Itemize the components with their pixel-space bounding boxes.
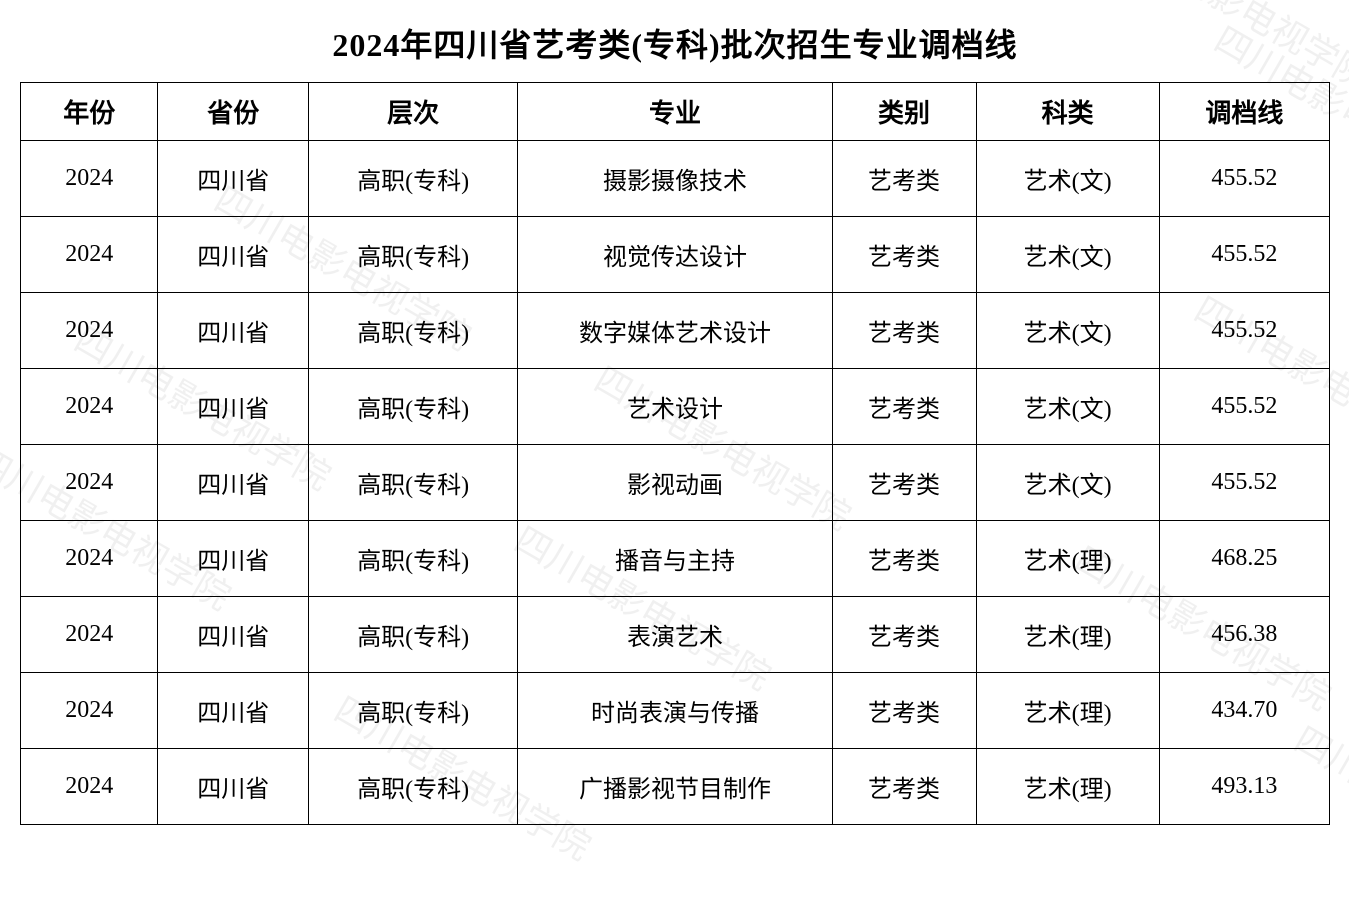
table-cell: 四川省 [158,673,309,749]
table-cell: 高职(专科) [308,673,517,749]
table-cell: 艺术(文) [976,141,1159,217]
table-cell: 广播影视节目制作 [518,749,832,825]
table-cell: 表演艺术 [518,597,832,673]
admission-table: 年份省份层次专业类别科类调档线 2024四川省高职(专科)摄影摄像技术艺考类艺术… [20,82,1330,825]
table-header-cell: 专业 [518,83,832,141]
table-cell: 艺术(理) [976,749,1159,825]
table-cell: 2024 [21,749,158,825]
table-header-cell: 年份 [21,83,158,141]
table-cell: 艺考类 [832,141,976,217]
table-cell: 艺术(文) [976,293,1159,369]
table-cell: 艺考类 [832,369,976,445]
table-row: 2024四川省高职(专科)表演艺术艺考类艺术(理)456.38 [21,597,1330,673]
table-cell: 高职(专科) [308,141,517,217]
table-cell: 四川省 [158,521,309,597]
table-cell: 摄影摄像技术 [518,141,832,217]
table-cell: 艺术(理) [976,521,1159,597]
table-cell: 艺考类 [832,749,976,825]
table-cell: 艺考类 [832,597,976,673]
table-cell: 高职(专科) [308,597,517,673]
table-cell: 434.70 [1159,673,1329,749]
table-cell: 四川省 [158,293,309,369]
table-cell: 高职(专科) [308,749,517,825]
page-title: 2024年四川省艺考类(专科)批次招生专业调档线 [20,20,1330,66]
table-cell: 艺术(文) [976,445,1159,521]
table-cell: 455.52 [1159,217,1329,293]
table-cell: 艺术设计 [518,369,832,445]
table-row: 2024四川省高职(专科)摄影摄像技术艺考类艺术(文)455.52 [21,141,1330,217]
table-header-cell: 省份 [158,83,309,141]
table-cell: 艺考类 [832,445,976,521]
table-header-cell: 调档线 [1159,83,1329,141]
table-cell: 四川省 [158,445,309,521]
table-cell: 艺考类 [832,521,976,597]
table-cell: 艺术(理) [976,597,1159,673]
table-cell: 艺术(理) [976,673,1159,749]
table-cell: 2024 [21,521,158,597]
table-cell: 艺考类 [832,217,976,293]
table-cell: 艺术(文) [976,369,1159,445]
table-cell: 影视动画 [518,445,832,521]
table-row: 2024四川省高职(专科)时尚表演与传播艺考类艺术(理)434.70 [21,673,1330,749]
table-row: 2024四川省高职(专科)数字媒体艺术设计艺考类艺术(文)455.52 [21,293,1330,369]
table-cell: 艺考类 [832,293,976,369]
table-cell: 2024 [21,445,158,521]
table-row: 2024四川省高职(专科)影视动画艺考类艺术(文)455.52 [21,445,1330,521]
table-cell: 四川省 [158,141,309,217]
table-cell: 2024 [21,673,158,749]
table-row: 2024四川省高职(专科)视觉传达设计艺考类艺术(文)455.52 [21,217,1330,293]
table-cell: 2024 [21,369,158,445]
table-cell: 2024 [21,293,158,369]
table-cell: 455.52 [1159,445,1329,521]
table-header-cell: 层次 [308,83,517,141]
table-cell: 高职(专科) [308,293,517,369]
table-cell: 高职(专科) [308,369,517,445]
table-row: 2024四川省高职(专科)广播影视节目制作艺考类艺术(理)493.13 [21,749,1330,825]
table-cell: 视觉传达设计 [518,217,832,293]
table-cell: 2024 [21,217,158,293]
table-cell: 493.13 [1159,749,1329,825]
table-cell: 四川省 [158,749,309,825]
table-cell: 2024 [21,141,158,217]
table-row: 2024四川省高职(专科)播音与主持艺考类艺术(理)468.25 [21,521,1330,597]
table-cell: 455.52 [1159,369,1329,445]
table-cell: 播音与主持 [518,521,832,597]
table-header-row: 年份省份层次专业类别科类调档线 [21,83,1330,141]
table-cell: 高职(专科) [308,217,517,293]
table-cell: 四川省 [158,217,309,293]
table-cell: 时尚表演与传播 [518,673,832,749]
table-cell: 高职(专科) [308,521,517,597]
table-cell: 455.52 [1159,293,1329,369]
table-cell: 数字媒体艺术设计 [518,293,832,369]
table-cell: 2024 [21,597,158,673]
table-cell: 艺考类 [832,673,976,749]
table-cell: 468.25 [1159,521,1329,597]
table-header-cell: 类别 [832,83,976,141]
table-cell: 456.38 [1159,597,1329,673]
table-cell: 高职(专科) [308,445,517,521]
table-row: 2024四川省高职(专科)艺术设计艺考类艺术(文)455.52 [21,369,1330,445]
table-header-cell: 科类 [976,83,1159,141]
table-cell: 四川省 [158,369,309,445]
table-cell: 四川省 [158,597,309,673]
table-cell: 艺术(文) [976,217,1159,293]
table-cell: 455.52 [1159,141,1329,217]
